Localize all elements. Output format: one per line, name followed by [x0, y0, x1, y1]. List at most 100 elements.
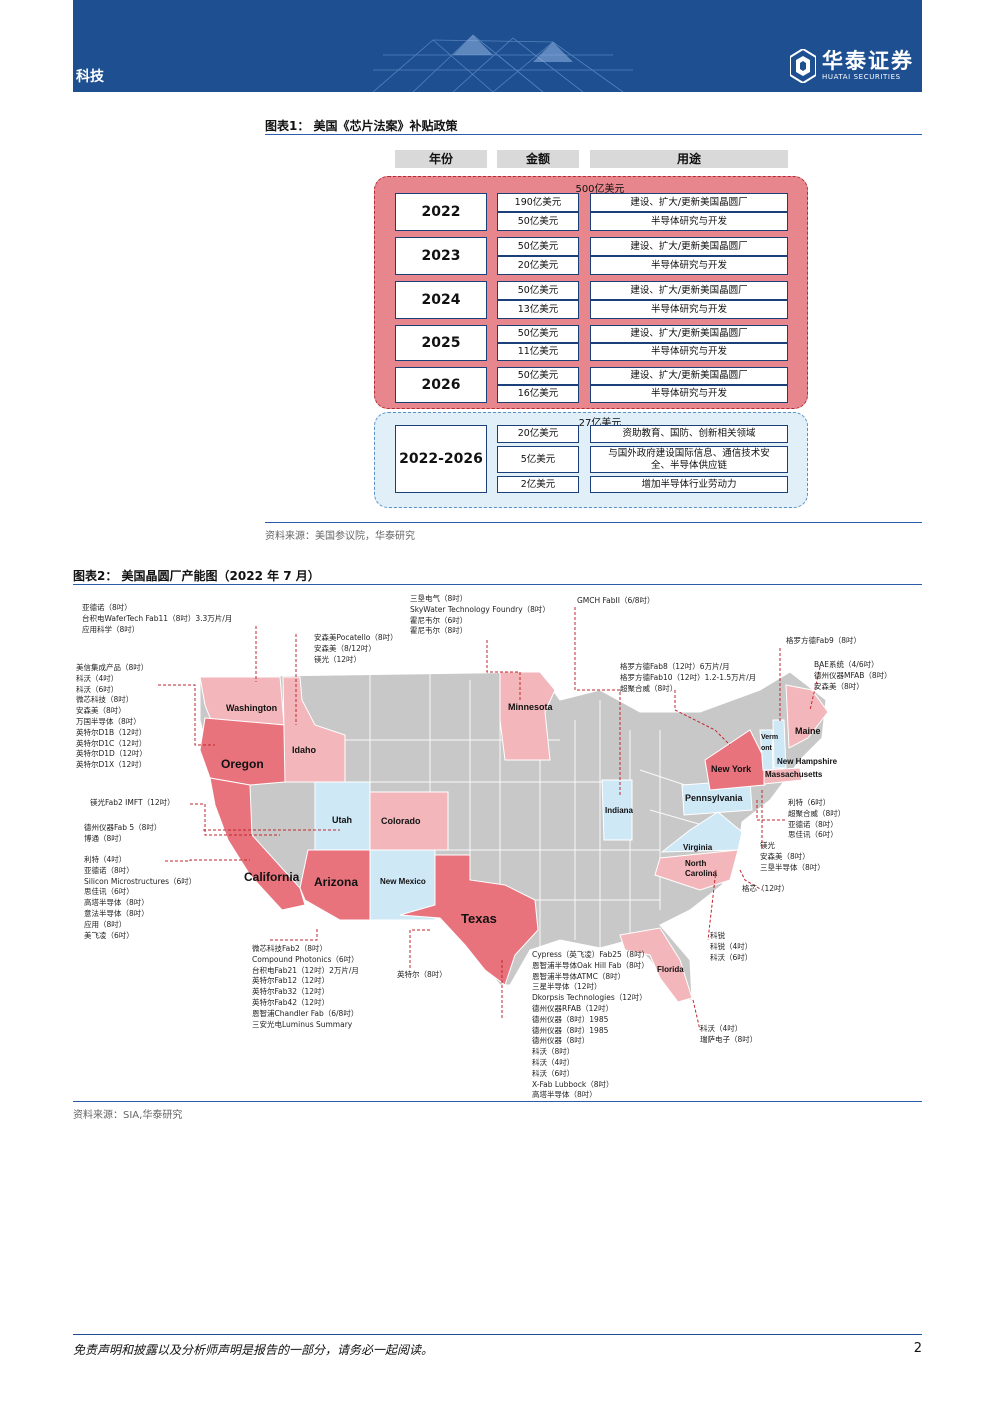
callout-virginia: 镁光 安森美（8吋） 三垦半导体（8吋） [760, 841, 825, 872]
state-label-california: California [244, 870, 300, 884]
amount-cell: 13亿美元 [497, 300, 579, 319]
state-california [209, 777, 306, 911]
amount-cell: 2亿美元 [497, 476, 579, 493]
figure1-bottom-rule [265, 522, 922, 523]
state-label-idaho: Idaho [292, 745, 317, 755]
amount-cell: 50亿美元 [497, 325, 579, 343]
state-label-arizona: Arizona [314, 875, 358, 889]
state-maine [785, 684, 829, 749]
callout-california-north: 镁光Fab2 IMFT（12吋） [90, 798, 175, 807]
state-label-utah: Utah [332, 815, 352, 825]
amount-cell: 11亿美元 [497, 343, 579, 361]
use-cell: 半导体研究与开发 [590, 385, 788, 403]
state-label-vermont: Verm [761, 734, 778, 741]
figure1-source: 资料来源：美国参议院，华泰研究 [265, 531, 415, 542]
footer-disclaimer: 免责声明和披露以及分析师声明是报告的一部分，请务必一起阅读。 [73, 1343, 434, 1357]
callout-texas: Cypress（英飞凌）Fab25（8吋） 恩智浦半导体Oak Hill Fab（… [532, 950, 650, 1100]
year-2022-2026: 2022-2026 [395, 425, 487, 493]
figure2-title: 图表2： 美国晶圆厂产能图（2022 年 7 月） [73, 569, 320, 583]
state-label-florida: Florida [657, 965, 684, 974]
use-cell: 建设、扩大/更新美国晶圆厂 [590, 281, 788, 300]
footer-rule [73, 1334, 922, 1335]
logo-text-en: HUATAI SECURITIES [822, 73, 901, 81]
state-minnesota [499, 671, 556, 761]
state-label-new-hampshire: New Hampshire [777, 757, 838, 766]
state-label-new-york: New York [711, 764, 752, 774]
year-2025: 2025 [395, 325, 487, 361]
callout-north-carolina-2: 格芯（12吋） [742, 884, 790, 893]
callout-massachusetts: 利特（6吋） 超聚合威（8吋） 亚德诺（8吋） 思佳讯（6吋） [788, 798, 846, 840]
huatai-logo-icon [790, 49, 816, 83]
callout-maine: BAE系统（4/6吋） 德州仪器MFAB（8吋） 安森美（8吋） [814, 660, 892, 691]
amount-cell: 5亿美元 [497, 446, 579, 473]
state-florida [619, 927, 693, 1003]
state-label-massachusetts: Massachusetts [765, 770, 823, 779]
callout-minnesota: 三垦电气（8吋） SkyWater Technology Foundry（8吋）霍… [410, 594, 550, 636]
header-decoration [372, 34, 633, 92]
state-massachusetts [763, 767, 803, 785]
figure1-title: 图表1： 美国《芯片法案》补贴政策 [265, 119, 458, 133]
amount-cell: 50亿美元 [497, 212, 579, 231]
year-2022: 2022 [395, 193, 487, 231]
section-label: 科技 [76, 69, 104, 85]
state-label-new-mexico: New Mexico [380, 877, 426, 886]
figure2-bottom-rule [73, 1101, 922, 1102]
column-header-amount: 金额 [497, 150, 579, 168]
state-label-north-carolina-2: Carolina [685, 869, 718, 878]
figure1-rule [265, 134, 922, 135]
state-label-pennsylvania: Pennsylvania [685, 793, 744, 803]
callout-idaho: 安森美Pocatello（8吋） 安森美（8/12吋） 镁光（12吋） [314, 633, 398, 664]
state-label-vermont-2: ont [761, 745, 773, 752]
state-label-oregon: Oregon [221, 757, 264, 771]
year-2023: 2023 [395, 237, 487, 275]
use-cell: 半导体研究与开发 [590, 343, 788, 361]
use-cell: 建设、扩大/更新美国晶圆厂 [590, 367, 788, 385]
year-2024: 2024 [395, 281, 487, 319]
group-500-label: 500亿美元 [575, 184, 625, 195]
logo-text-cn: 华泰证券 [822, 49, 914, 73]
state-texas [399, 854, 539, 986]
callout-utah: 德州仪器Fab 5（8吋） 博通（8吋） [84, 823, 162, 843]
callout-washington: 亚德诺（8吋） 台积电WaferTech Fab11（8吋）3.3万片/月 应用科学… [82, 603, 233, 634]
state-label-indiana: Indiana [605, 806, 634, 815]
state-label-texas: Texas [461, 911, 497, 926]
column-header-year: 年份 [395, 150, 487, 168]
state-label-north-carolina: North [685, 859, 706, 868]
amount-cell: 50亿美元 [497, 237, 579, 256]
state-north-carolina [654, 849, 739, 891]
use-cell: 建设、扩大/更新美国晶圆厂 [590, 237, 788, 256]
amount-cell: 50亿美元 [497, 281, 579, 300]
amount-cell: 16亿美元 [497, 385, 579, 403]
use-cell: 建设、扩大/更新美国晶圆厂 [590, 325, 788, 343]
callout-oregon: 美信集成产品（8吋） 科沃（4吋） 科沃（6吋） 微芯科技（8吋） 安森美（8吋） 万国半… [76, 663, 149, 770]
amount-cell: 20亿美元 [497, 425, 579, 443]
use-cell: 半导体研究与开发 [590, 212, 788, 231]
column-header-use: 用途 [590, 150, 788, 168]
amount-cell: 190亿美元 [497, 193, 579, 212]
state-new-mexico [369, 849, 436, 921]
use-cell: 与国外政府建设国际信息、通信技术安全、半导体供应链 [590, 446, 788, 473]
state-indiana [601, 779, 633, 841]
use-cell: 建设、扩大/更新美国晶圆厂 [590, 193, 788, 212]
callout-indiana: GMCH FabII（6/8吋） [577, 596, 655, 605]
state-label-maine: Maine [795, 726, 821, 736]
callout-north-carolina: 科锐 科锐（4吋） 科沃（6吋） [710, 931, 753, 962]
year-2026: 2026 [395, 367, 487, 403]
callout-new-york: 格罗方德Fab8（12吋）6万片/月 格罗方德Fab10（12吋）1.2-1.5万… [620, 662, 757, 693]
page-header: 科技 华泰证券 HUATAI SECURITIES [73, 0, 922, 92]
figure2-source: 资料来源：SIA,华泰研究 [73, 1110, 183, 1121]
state-virginia [660, 811, 743, 853]
state-label-washington: Washington [226, 703, 277, 713]
amount-cell: 20亿美元 [497, 256, 579, 275]
state-label-minnesota: Minnesota [508, 702, 553, 712]
figure2-rule [73, 584, 922, 585]
state-label-colorado: Colorado [381, 816, 421, 826]
state-label-virginia: Virginia [683, 843, 713, 852]
amount-cell: 50亿美元 [497, 367, 579, 385]
use-cell: 半导体研究与开发 [590, 256, 788, 275]
callout-vermont: 格罗方德Fab9（8吋） [786, 636, 862, 645]
use-cell: 增加半导体行业劳动力 [590, 476, 788, 493]
callout-florida: 科沃（4吋） 瑞萨电子（8吋） [700, 1024, 758, 1044]
state-oregon [199, 717, 286, 786]
